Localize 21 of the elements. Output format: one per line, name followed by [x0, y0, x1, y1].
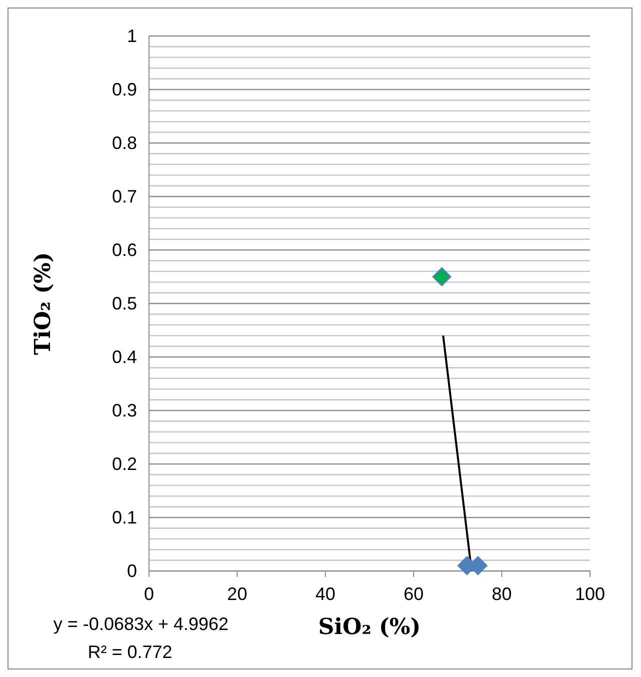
- y-axis-title: TiO₂ (%): [30, 252, 56, 355]
- y-tick-label: 1: [126, 26, 137, 46]
- x-tick-label: 80: [492, 584, 512, 604]
- y-tick-label: 0.7: [112, 186, 137, 206]
- y-tick-label: 0: [126, 560, 137, 581]
- x-tick-label: 100: [574, 584, 606, 604]
- y-tick-label: 0.9: [112, 79, 137, 100]
- y-tick-label: 0.4: [112, 346, 137, 367]
- y-tick-label: 0.8: [112, 132, 137, 153]
- x-tick-label: 60: [404, 584, 424, 604]
- y-tick-label: 0.1: [112, 507, 137, 528]
- y-tick-label: 0.6: [112, 240, 137, 260]
- y-tick-label: 0.2: [112, 454, 137, 474]
- y-tick-label: 0.3: [112, 400, 137, 420]
- y-tick-label: 0.5: [112, 293, 137, 314]
- text: R² = 0.772: [88, 642, 172, 662]
- x-axis-title: SiO₂ (%): [318, 614, 421, 640]
- x-tick-label: 40: [315, 584, 336, 604]
- text: y = -0.0683x + 4.9962: [53, 614, 229, 634]
- x-tick-label: 20: [227, 584, 248, 604]
- x-tick-label: 0: [144, 584, 154, 604]
